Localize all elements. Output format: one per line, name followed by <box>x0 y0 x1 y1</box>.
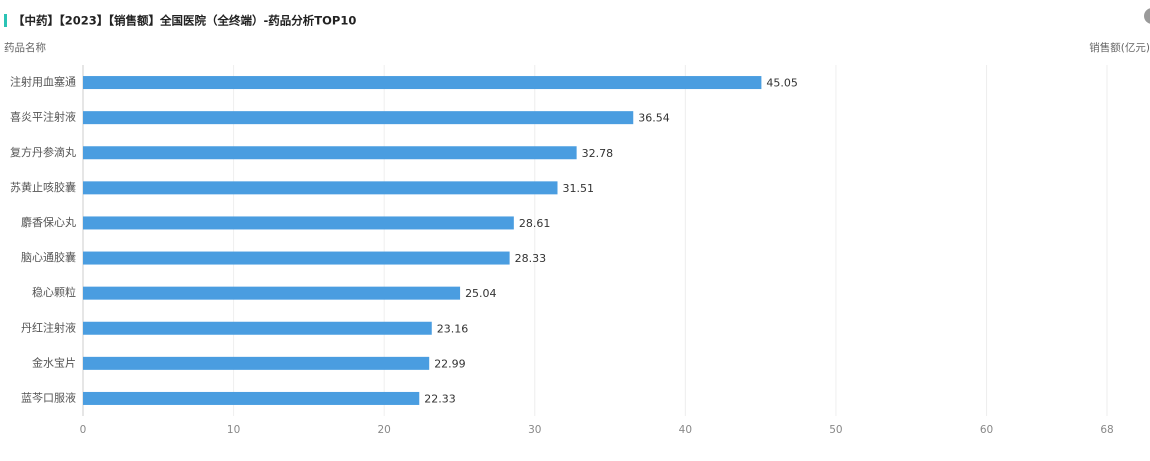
y-tick-label: 复方丹参滴丸 <box>10 145 76 159</box>
y-tick-label: 蓝芩口服液 <box>21 390 76 404</box>
chart-title: 【中药】【2023】【销售额】全国医院（全终端）-药品分析TOP10 <box>13 14 356 28</box>
value-label: 31.51 <box>563 182 595 195</box>
bar <box>83 251 510 265</box>
value-label: 22.99 <box>434 357 466 370</box>
bar <box>83 146 577 160</box>
value-label: 25.04 <box>465 287 497 300</box>
x-tick-label: 50 <box>829 424 842 436</box>
bar <box>83 76 762 90</box>
x-tick-label: 30 <box>528 424 541 436</box>
value-label: 23.16 <box>437 322 469 335</box>
bar <box>83 216 514 230</box>
bar <box>83 181 558 195</box>
value-label: 36.54 <box>638 112 670 125</box>
y-tick-label: 脑心通胶囊 <box>21 250 76 264</box>
bar <box>83 356 430 370</box>
y-tick-label: 喜炎平注射液 <box>10 110 76 124</box>
bar <box>83 111 634 125</box>
y-tick-label: 苏黄止咳胶囊 <box>10 180 76 194</box>
x-tick-label: 60 <box>980 424 993 436</box>
x-tick-label: 68 <box>1100 424 1113 436</box>
title-marker <box>4 14 7 27</box>
value-label: 45.05 <box>766 77 798 90</box>
x-axis-label: 销售额(亿元) <box>1089 41 1150 54</box>
bar <box>83 321 432 335</box>
bar <box>83 391 420 405</box>
x-tick-label: 20 <box>377 424 390 436</box>
y-axis-label: 药品名称 <box>4 41 46 54</box>
x-tick-label: 40 <box>679 424 692 436</box>
value-label: 28.33 <box>515 252 547 265</box>
y-tick-label: 麝香保心丸 <box>21 215 76 229</box>
bar <box>83 286 461 300</box>
settings-icon[interactable] <box>1144 8 1150 24</box>
y-tick-label: 丹红注射液 <box>21 320 76 334</box>
x-tick-label: 10 <box>227 424 240 436</box>
x-tick-label: 0 <box>80 424 87 436</box>
y-tick-label: 注射用血塞通 <box>10 75 76 89</box>
value-label: 22.33 <box>424 392 456 405</box>
y-tick-label: 稳心颗粒 <box>32 285 76 299</box>
value-label: 28.61 <box>519 217 551 230</box>
y-tick-label: 金水宝片 <box>32 355 76 369</box>
value-label: 32.78 <box>582 147 614 160</box>
